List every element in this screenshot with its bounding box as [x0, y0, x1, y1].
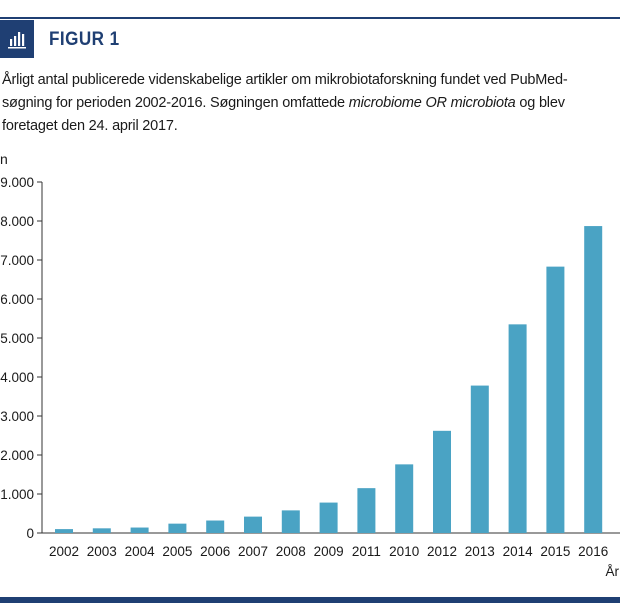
y-tick-label: 8.000 — [0, 214, 34, 229]
caption-search-terms: microbiome OR microbiota — [348, 95, 516, 111]
bar — [206, 520, 225, 533]
y-tick-label: 0 — [26, 526, 34, 541]
top-rule — [0, 17, 620, 19]
y-tick-label: 3.000 — [0, 409, 34, 424]
bar — [92, 528, 111, 533]
x-tick-label: 2003 — [87, 544, 117, 559]
y-tick-label: 6.000 — [0, 292, 34, 307]
y-tick-label: 1.000 — [0, 487, 34, 502]
y-axis-label: n — [0, 151, 8, 167]
x-tick-label: 2013 — [465, 544, 495, 559]
caption-text-end: og blev foretaget den 24. april 2017. — [2, 95, 565, 134]
x-tick-label: 2005 — [162, 544, 192, 559]
bar-chart: 0 1.000 2.000 3.000 4.000 5.000 6.000 7.000 8.00… — [0, 151, 620, 579]
bar — [508, 324, 527, 533]
x-tick-label: 2012 — [427, 544, 457, 559]
x-tick-label: 2008 — [276, 544, 306, 559]
x-axis-label: År — [606, 564, 620, 579]
x-tick-label: 2010 — [389, 544, 419, 559]
bar — [244, 516, 262, 533]
x-tick-label: 2016 — [578, 544, 608, 559]
bar — [130, 527, 149, 533]
y-tick-label: 9.000 — [0, 175, 34, 190]
bar — [584, 226, 603, 533]
x-tick-label: 2015 — [540, 544, 570, 559]
y-tick-label: 5.000 — [0, 331, 34, 346]
y-tick-label: 4.000 — [0, 370, 34, 385]
x-tick-label: 2014 — [503, 544, 534, 559]
bar — [281, 510, 300, 533]
bar — [357, 488, 376, 533]
bar — [168, 523, 187, 533]
x-tick-label: 2004 — [125, 544, 156, 559]
bar — [395, 464, 414, 533]
y-tick-label: 2.000 — [0, 448, 34, 463]
x-tick-label: 2009 — [314, 544, 344, 559]
bar — [470, 385, 489, 533]
x-tick-label: 2011 — [352, 544, 381, 559]
bar — [433, 430, 451, 533]
bottom-rule — [0, 597, 620, 603]
bar — [55, 529, 73, 533]
caption-text: Årligt antal publicerede videnskabelige … — [2, 72, 568, 111]
bar — [319, 502, 338, 533]
bar — [546, 266, 565, 533]
x-tick-label: 2002 — [49, 544, 79, 559]
figure-caption: Årligt antal publicerede videnskabelige … — [2, 69, 614, 138]
y-tick-label: 7.000 — [0, 253, 34, 268]
x-tick-label: 2006 — [200, 544, 230, 559]
figure-label: FIGUR 1 — [49, 29, 120, 50]
x-tick-label: 2007 — [238, 544, 268, 559]
bar-chart-icon — [0, 20, 34, 58]
